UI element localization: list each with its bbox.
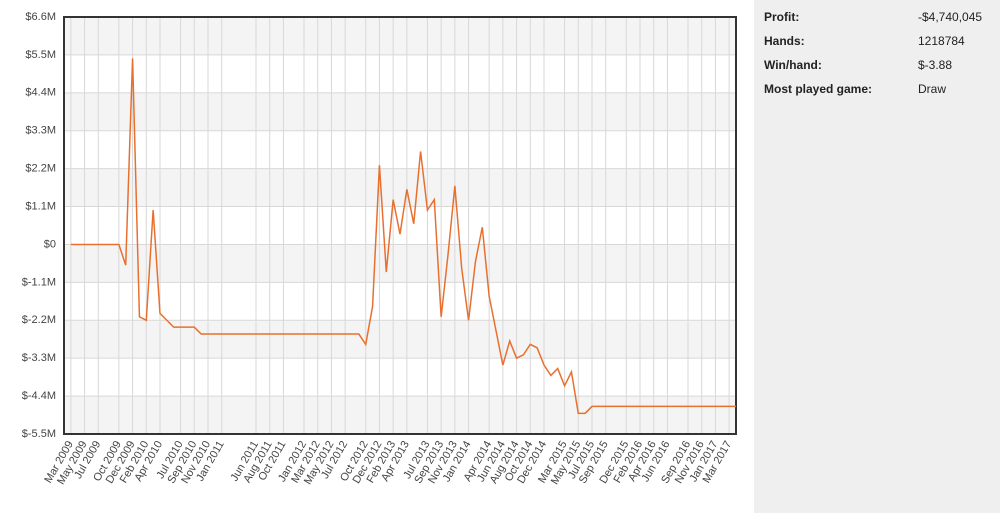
grid-band (64, 92, 736, 131)
y-tick-label: $-1.1M (22, 276, 56, 288)
stat-value: -$4,740,045 (918, 10, 983, 24)
plot-border (63, 16, 737, 435)
stat-value: Draw (918, 82, 947, 96)
y-tick-label: $4.4M (25, 87, 56, 99)
stat-value: 1218784 (918, 34, 965, 48)
stat-label: Most played game: (764, 82, 873, 96)
y-tick-label: $-4.4M (22, 390, 56, 402)
stat-label: Profit: (764, 10, 800, 24)
y-tick-label: $-3.3M (22, 352, 56, 364)
chart: $6.6M $5.5M $4.4M $3.3M $2.2M $1.1M $0 $-1.1M $-… (22, 11, 737, 487)
y-tick-label: $-2.2M (22, 314, 56, 326)
y-tick-label: $1.1M (25, 200, 56, 212)
grid-band (64, 17, 736, 55)
y-tick-label: $-5.5M (22, 428, 56, 440)
data-line (70, 58, 736, 415)
stat-label: Hands: (764, 34, 805, 48)
y-tick-label: $2.2M (25, 163, 56, 175)
stat-label: Win/hand: (764, 58, 822, 72)
grid-band (64, 168, 736, 207)
grid-band (64, 244, 736, 283)
y-tick-label: $6.6M (25, 11, 56, 23)
stats-panel: Profit: -$4,740,045 Hands: 1218784 Win/hand:… (754, 0, 1000, 513)
y-tick-label: $5.5M (25, 49, 56, 61)
y-tick-label: $3.3M (25, 125, 56, 137)
grid-band (64, 396, 736, 434)
y-tick-label: $0 (44, 238, 56, 250)
stat-value: $-3.88 (918, 58, 953, 72)
plot-area (64, 17, 736, 434)
grid-band (64, 320, 736, 359)
